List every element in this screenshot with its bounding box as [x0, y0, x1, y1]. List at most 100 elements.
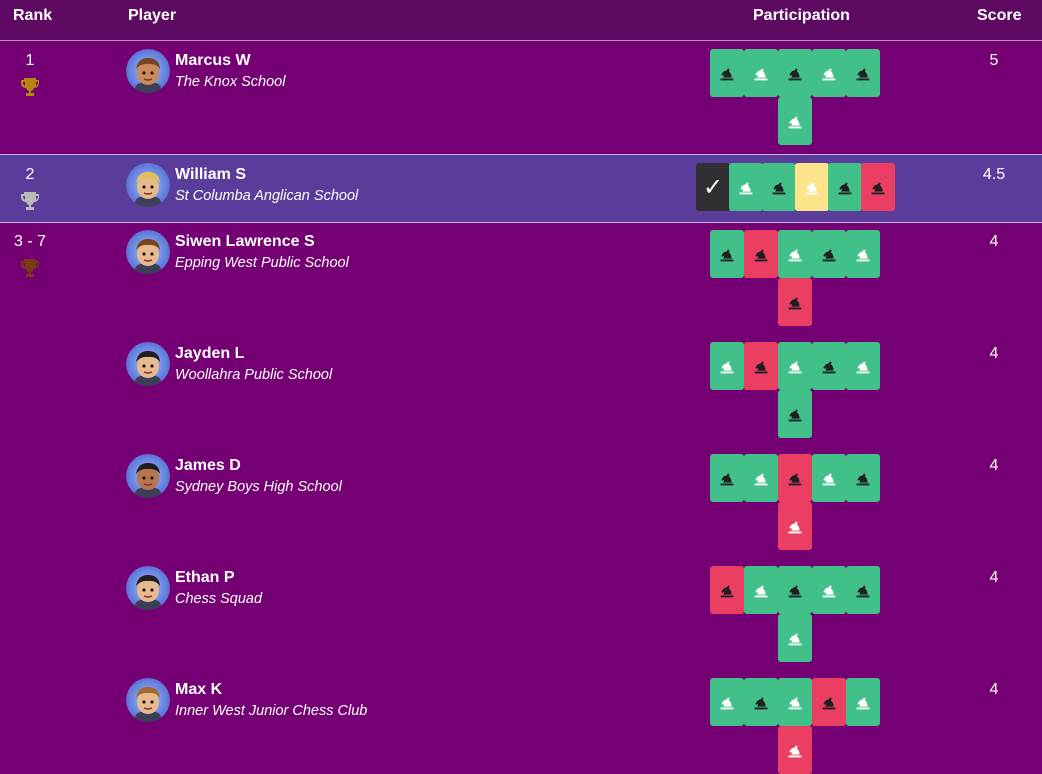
knight-icon	[735, 176, 757, 198]
player-name[interactable]: Marcus W	[175, 52, 251, 69]
game-result-tile[interactable]	[710, 678, 744, 726]
player-school: Inner West Junior Chess Club	[175, 703, 368, 719]
game-result-tile[interactable]	[710, 230, 744, 278]
table-row[interactable]: Jayden L Woollahra Public School 4	[0, 334, 1042, 446]
player-school: Chess Squad	[175, 591, 263, 607]
game-result-tile[interactable]	[846, 49, 880, 97]
player-name[interactable]: Ethan P	[175, 569, 235, 586]
knight-icon	[784, 739, 806, 761]
knight-icon	[750, 243, 772, 265]
knight-icon	[784, 355, 806, 377]
knight-icon	[852, 691, 874, 713]
player-column-header: Player	[128, 7, 177, 24]
table-row[interactable]: 3 - 7 Siwen Lawrence S Epping West Public…	[0, 222, 1042, 334]
game-result-tile[interactable]	[812, 49, 846, 97]
table-row[interactable]: James D Sydney Boys High School 4	[0, 446, 1042, 558]
game-result-tile[interactable]	[846, 230, 880, 278]
game-result-tile[interactable]	[861, 163, 895, 211]
knight-icon	[784, 62, 806, 84]
game-result-tile[interactable]	[812, 230, 846, 278]
player-name[interactable]: Siwen Lawrence S	[175, 233, 315, 250]
player-name[interactable]: William S	[175, 166, 246, 183]
game-result-tile[interactable]	[778, 49, 812, 97]
score-column-header: Score	[977, 7, 1022, 24]
knight-icon	[784, 110, 806, 132]
game-result-tile[interactable]	[812, 566, 846, 614]
knight-icon	[750, 62, 772, 84]
player-score: 4.5	[982, 166, 1006, 183]
game-result-tile[interactable]	[778, 230, 812, 278]
player-school: Woollahra Public School	[175, 367, 333, 383]
game-result-tile[interactable]	[778, 342, 812, 390]
player-score: 5	[989, 52, 999, 69]
game-result-tile[interactable]	[744, 678, 778, 726]
game-result-tile[interactable]	[812, 454, 846, 502]
knight-icon	[867, 176, 889, 198]
avatar	[126, 230, 170, 274]
game-result-tile[interactable]	[846, 342, 880, 390]
player-name[interactable]: Jayden L	[175, 345, 245, 362]
game-result-tile[interactable]	[778, 278, 812, 326]
game-result-tile[interactable]	[778, 726, 812, 774]
knight-icon	[750, 467, 772, 489]
game-result-tile[interactable]	[710, 566, 744, 614]
game-result-tile[interactable]: ✓	[696, 163, 730, 211]
knight-icon	[818, 467, 840, 489]
knight-icon	[716, 62, 738, 84]
knight-icon	[818, 62, 840, 84]
game-result-tile[interactable]	[744, 566, 778, 614]
game-result-tile[interactable]	[778, 678, 812, 726]
game-result-tile[interactable]	[778, 566, 812, 614]
game-result-tile[interactable]	[729, 163, 763, 211]
game-result-tile[interactable]	[846, 678, 880, 726]
knight-icon	[768, 176, 790, 198]
knight-icon	[852, 579, 874, 601]
game-result-tile[interactable]	[778, 97, 812, 145]
player-school: The Knox School	[175, 74, 286, 90]
knight-icon	[818, 579, 840, 601]
table-row[interactable]: Ethan P Chess Squad 4	[0, 558, 1042, 670]
game-result-tile[interactable]	[710, 49, 744, 97]
avatar	[126, 163, 170, 207]
knight-icon	[784, 691, 806, 713]
rank-column-header: Rank	[13, 7, 53, 24]
player-name[interactable]: Max K	[175, 681, 223, 698]
player-name[interactable]: James D	[175, 457, 241, 474]
table-row[interactable]: Max K Inner West Junior Chess Club 4	[0, 670, 1042, 774]
game-result-tile[interactable]	[778, 502, 812, 550]
game-result-tile[interactable]	[762, 163, 796, 211]
knight-icon	[784, 291, 806, 313]
player-school: Epping West Public School	[175, 255, 349, 271]
table-row[interactable]: 2 William S St Columba Anglican School 4.5…	[0, 154, 1042, 223]
player-score: 4	[989, 233, 999, 250]
knight-icon	[716, 467, 738, 489]
game-result-tile[interactable]	[795, 163, 829, 211]
game-result-tile[interactable]	[710, 454, 744, 502]
knight-icon	[784, 515, 806, 537]
player-score: 4	[989, 345, 999, 362]
game-result-tile[interactable]	[710, 342, 744, 390]
avatar	[126, 566, 170, 610]
knight-icon	[750, 579, 772, 601]
game-result-tile[interactable]	[828, 163, 862, 211]
trophy-icon	[21, 259, 39, 277]
player-score: 4	[989, 681, 999, 698]
game-result-tile[interactable]	[846, 454, 880, 502]
knight-icon	[784, 403, 806, 425]
game-result-tile[interactable]	[812, 342, 846, 390]
game-result-tile[interactable]	[846, 566, 880, 614]
game-result-tile[interactable]	[778, 454, 812, 502]
game-result-tile[interactable]	[744, 230, 778, 278]
game-result-tile[interactable]	[812, 678, 846, 726]
knight-icon	[852, 62, 874, 84]
game-result-tile[interactable]	[744, 454, 778, 502]
player-school: Sydney Boys High School	[175, 479, 342, 495]
game-result-tile[interactable]	[744, 49, 778, 97]
standings-header: Rank Player Participation Score	[0, 0, 1042, 41]
game-result-tile[interactable]	[778, 390, 812, 438]
table-row[interactable]: 1 Marcus W The Knox School 5	[0, 41, 1042, 153]
avatar	[126, 49, 170, 93]
game-result-tile[interactable]	[744, 342, 778, 390]
game-result-tile[interactable]	[778, 614, 812, 662]
knight-icon	[784, 627, 806, 649]
